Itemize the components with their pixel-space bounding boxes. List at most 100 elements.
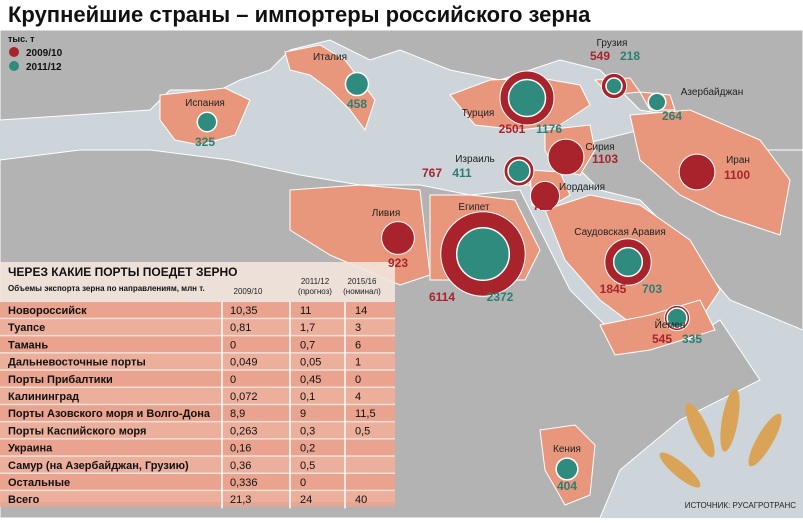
value-2011: 404 <box>557 479 577 493</box>
table-row <box>0 319 395 335</box>
table-row <box>0 370 395 387</box>
country-name: Грузия <box>597 38 628 49</box>
table-row <box>0 405 395 421</box>
table-cell: 11 <box>300 305 311 317</box>
table-cell: 0,263 <box>230 425 258 437</box>
country-name: Турция <box>462 108 495 119</box>
table-subtitle: Объемы экспорта зерна по направлениям, м… <box>8 284 205 293</box>
table-cell: 1 <box>355 357 361 369</box>
country-name: Азербайджан <box>681 86 744 98</box>
table-cell: Дальневосточные порты <box>8 357 146 369</box>
value-2011: 335 <box>682 332 702 346</box>
bubble-2011 <box>196 111 218 133</box>
column-header: 2011/12 <box>301 277 330 286</box>
bubble-2011 <box>666 307 688 329</box>
table-cell: 0 <box>300 477 306 489</box>
value-2009: 6114 <box>429 290 455 304</box>
table-cell: 8,9 <box>230 408 245 420</box>
value-2011: 458 <box>347 97 367 111</box>
bubble-2011 <box>605 77 623 95</box>
country-name: Ливия <box>372 208 400 219</box>
country-name: Иордания <box>559 182 605 193</box>
value-2011: 411 <box>452 166 472 180</box>
table-cell: 0,5 <box>300 460 315 472</box>
table-cell: Порты Прибалтики <box>8 374 113 386</box>
legend-label: 2011/12 <box>26 62 62 73</box>
table-cell: Новороссийск <box>8 305 87 317</box>
country-name: Египет <box>458 202 490 213</box>
legend-swatch <box>9 47 19 57</box>
table-cell: 0,2 <box>300 443 315 455</box>
table-cell: Тамань <box>8 339 48 351</box>
table-cell: 0,45 <box>300 374 321 386</box>
table-cell: 1,7 <box>300 322 315 334</box>
value-2011: 2372 <box>487 290 514 304</box>
value-2009: 545 <box>652 332 672 346</box>
column-header: 2015/16 <box>348 277 377 286</box>
table-cell: 0 <box>355 374 361 386</box>
country-name: Израиль <box>455 154 495 165</box>
country-name: Испания <box>185 98 225 109</box>
table-row <box>0 456 395 473</box>
table-cell: 0 <box>230 374 236 386</box>
table-cell: 0,7 <box>300 339 315 351</box>
table-cell: 0,3 <box>300 425 315 437</box>
table-cell: Порты Каспийского моря <box>8 425 146 437</box>
value-2011: 1176 <box>536 122 562 136</box>
value-2011: 218 <box>620 49 640 63</box>
bubble-2011 <box>647 92 667 112</box>
table-title: ЧЕРЕЗ КАКИЕ ПОРТЫ ПОЕДЕТ ЗЕРНО <box>8 265 238 279</box>
table-row <box>0 353 395 370</box>
value-2009: 767 <box>422 166 442 180</box>
bubble-2011 <box>344 71 370 97</box>
wheat <box>659 388 782 488</box>
table-cell: 10,35 <box>230 305 258 317</box>
table-row <box>0 302 395 318</box>
table-cell: 0,072 <box>230 391 258 403</box>
country-name: Сирия <box>585 142 614 153</box>
value-2009: 1100 <box>724 168 750 182</box>
table-cell: Туапсе <box>8 322 45 334</box>
table-cell: 9 <box>300 408 306 420</box>
table-cell: 4 <box>355 391 361 403</box>
value-2011: 264 <box>662 109 682 123</box>
value-2009: 1845 <box>600 282 627 296</box>
title: Крупнейшие страны – импортеры российског… <box>8 2 591 27</box>
bubble-2009 <box>381 221 415 255</box>
unit: тыс. т <box>8 34 35 44</box>
column-header: (номинал) <box>343 287 381 296</box>
table-cell: 21,3 <box>230 494 251 506</box>
table-row <box>0 439 395 456</box>
table-cell: 0,05 <box>300 357 321 369</box>
table-cell: 0,36 <box>230 460 251 472</box>
value-2009: 923 <box>388 256 408 270</box>
country-name: Кения <box>553 444 581 455</box>
table-row <box>0 474 395 490</box>
table-cell: Всего <box>8 494 40 506</box>
bubble-2011 <box>555 457 579 481</box>
table-cell: 0,5 <box>355 425 370 437</box>
table-cell: 0,1 <box>300 391 315 403</box>
table-cell: 0,16 <box>230 443 251 455</box>
value-2009: 728 <box>533 199 553 213</box>
country-name: Иран <box>726 155 750 166</box>
table-cell: 14 <box>355 305 367 317</box>
table-cell: Калининград <box>8 391 79 403</box>
bubble-2011 <box>612 246 644 278</box>
source: ИСТОЧНИК: РУСАГРОТРАНС <box>685 501 796 510</box>
table-cell: 0,336 <box>230 477 258 489</box>
value-2009: 549 <box>590 49 610 63</box>
table-row <box>0 336 395 353</box>
table-row <box>0 491 395 507</box>
bubble-2009 <box>529 180 561 212</box>
bubble-2011 <box>507 78 547 118</box>
country-name: Саудовская Аравия <box>574 227 666 238</box>
country-name: Йемен <box>655 318 686 331</box>
table-cell: 0,81 <box>230 322 251 334</box>
value-2011: 325 <box>195 135 215 149</box>
table-cell: 40 <box>355 494 367 506</box>
bubble-2011 <box>507 159 531 183</box>
table-row <box>0 388 395 404</box>
column-header: 2009/10 <box>234 287 263 296</box>
